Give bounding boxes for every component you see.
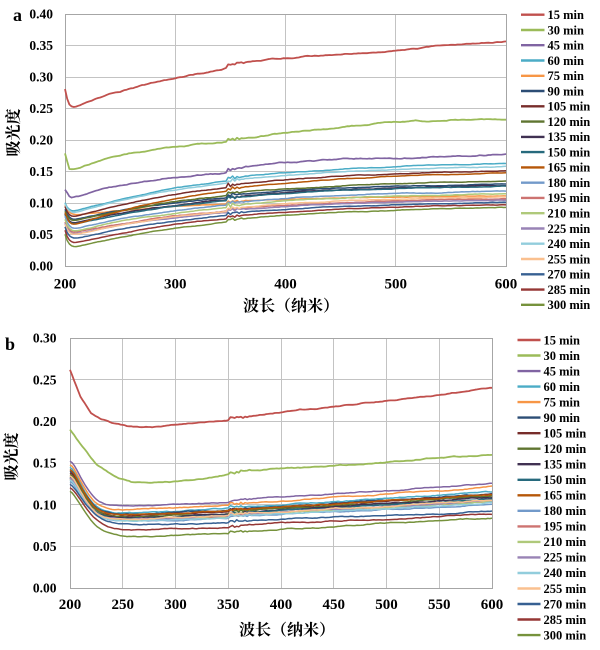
svg-text:0.00: 0.00 [33, 581, 57, 596]
svg-text:15 min: 15 min [548, 8, 585, 22]
svg-text:30 min: 30 min [544, 349, 581, 363]
svg-text:500: 500 [375, 597, 398, 613]
svg-text:0.20: 0.20 [29, 133, 53, 148]
svg-text:150 min: 150 min [544, 473, 587, 487]
svg-text:0.25: 0.25 [29, 101, 53, 116]
svg-text:195 min: 195 min [548, 191, 591, 205]
svg-text:60 min: 60 min [544, 380, 581, 394]
svg-text:45 min: 45 min [548, 39, 585, 53]
svg-text:500: 500 [385, 277, 408, 293]
svg-text:300: 300 [164, 277, 187, 293]
svg-text:120 min: 120 min [544, 442, 587, 456]
svg-text:200: 200 [54, 277, 77, 293]
svg-text:0.10: 0.10 [33, 497, 57, 512]
svg-text:b: b [5, 334, 15, 354]
svg-text:270 min: 270 min [544, 597, 587, 611]
svg-text:90 min: 90 min [544, 411, 581, 425]
svg-text:210 min: 210 min [544, 535, 587, 549]
svg-text:195 min: 195 min [544, 520, 587, 534]
svg-text:255 min: 255 min [548, 252, 591, 266]
svg-text:165 min: 165 min [544, 489, 587, 503]
svg-text:240 min: 240 min [544, 566, 587, 580]
svg-text:105 min: 105 min [548, 100, 591, 114]
svg-text:60 min: 60 min [548, 54, 585, 68]
svg-text:240 min: 240 min [548, 237, 591, 251]
svg-text:250: 250 [112, 597, 135, 613]
svg-text:285 min: 285 min [544, 613, 587, 627]
svg-text:300 min: 300 min [548, 298, 591, 312]
svg-text:30 min: 30 min [548, 23, 585, 37]
svg-text:450: 450 [323, 597, 346, 613]
svg-text:300 min: 300 min [544, 628, 587, 642]
svg-text:600: 600 [481, 597, 504, 613]
svg-text:200: 200 [59, 597, 82, 613]
svg-text:15 min: 15 min [544, 333, 581, 347]
svg-text:75 min: 75 min [548, 69, 585, 83]
svg-text:180 min: 180 min [548, 176, 591, 190]
svg-text:120 min: 120 min [548, 115, 591, 129]
svg-text:105 min: 105 min [544, 427, 587, 441]
svg-text:0.30: 0.30 [33, 331, 57, 346]
svg-text:0.30: 0.30 [29, 70, 53, 85]
svg-text:0.15: 0.15 [33, 456, 57, 471]
svg-text:600: 600 [495, 277, 518, 293]
svg-text:0.15: 0.15 [29, 164, 53, 179]
svg-text:225 min: 225 min [548, 222, 591, 236]
svg-text:0.20: 0.20 [33, 414, 57, 429]
svg-text:0.10: 0.10 [29, 196, 53, 211]
svg-text:75 min: 75 min [544, 395, 581, 409]
svg-text:0.05: 0.05 [33, 539, 57, 554]
svg-text:285 min: 285 min [548, 283, 591, 297]
svg-text:a: a [13, 5, 22, 25]
svg-text:550: 550 [428, 597, 451, 613]
svg-text:0.25: 0.25 [33, 372, 57, 387]
svg-text:150 min: 150 min [548, 145, 591, 159]
svg-text:90 min: 90 min [548, 84, 585, 98]
svg-text:0.05: 0.05 [29, 227, 53, 242]
svg-text:270 min: 270 min [548, 268, 591, 282]
svg-text:400: 400 [274, 277, 297, 293]
svg-text:210 min: 210 min [548, 207, 591, 221]
svg-text:300: 300 [164, 597, 187, 613]
svg-text:135 min: 135 min [548, 130, 591, 144]
svg-text:135 min: 135 min [544, 458, 587, 472]
svg-text:225 min: 225 min [544, 551, 587, 565]
svg-text:45 min: 45 min [544, 364, 581, 378]
svg-text:165 min: 165 min [548, 161, 591, 175]
svg-text:0.40: 0.40 [29, 7, 53, 22]
svg-text:400: 400 [270, 597, 293, 613]
svg-text:350: 350 [217, 597, 240, 613]
svg-text:255 min: 255 min [544, 582, 587, 596]
svg-text:0.00: 0.00 [29, 259, 53, 274]
svg-text:0.35: 0.35 [29, 38, 53, 53]
svg-text:180 min: 180 min [544, 504, 587, 518]
